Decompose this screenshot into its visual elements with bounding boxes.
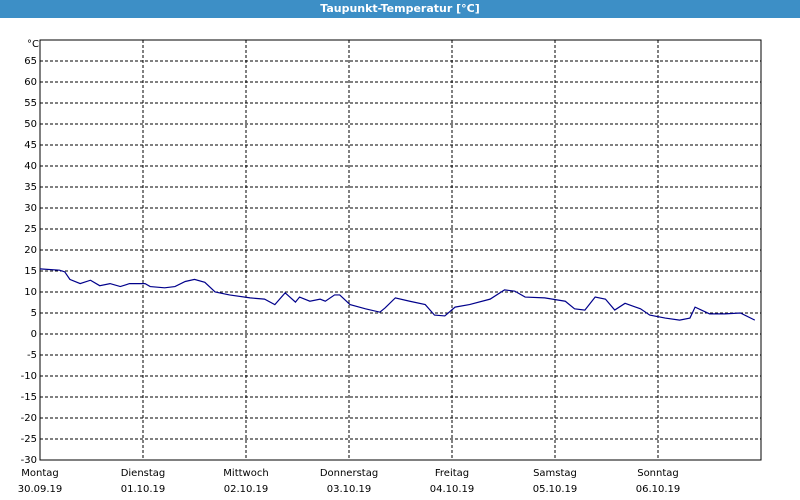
y-tick-label: -5 xyxy=(27,350,37,361)
x-tick-label: 30.09.19 xyxy=(18,484,63,495)
y-tick-label: 10 xyxy=(24,287,37,298)
x-tick-label: Freitag xyxy=(435,468,469,479)
y-tick-label: 5 xyxy=(31,308,37,319)
x-tick-label: 01.10.19 xyxy=(121,484,166,495)
y-tick-label: 45 xyxy=(24,140,37,151)
x-tick-label: Dienstag xyxy=(121,468,166,479)
x-tick-label: Donnerstag xyxy=(320,468,378,479)
y-tick-label: -30 xyxy=(21,455,37,466)
y-unit: °C xyxy=(27,39,39,50)
x-tick-label: 03.10.19 xyxy=(327,484,372,495)
y-tick-label: -10 xyxy=(21,371,37,382)
y-tick-label: 25 xyxy=(24,224,37,235)
y-tick-label: 0 xyxy=(31,329,37,340)
y-tick-label: -20 xyxy=(21,413,37,424)
y-tick-label: -15 xyxy=(21,392,37,403)
y-tick-label: 65 xyxy=(24,56,37,67)
x-tick-label: Samstag xyxy=(533,468,577,479)
y-tick-label: 30 xyxy=(24,203,37,214)
background xyxy=(0,18,800,500)
chart-title: Taupunkt-Temperatur [°C] xyxy=(0,0,800,18)
y-tick-label: 35 xyxy=(24,182,37,193)
x-tick-label: Sonntag xyxy=(637,468,679,479)
x-tick-label: Montag xyxy=(21,468,58,479)
x-tick-label: 06.10.19 xyxy=(636,484,681,495)
x-tick-label: 04.10.19 xyxy=(430,484,475,495)
y-tick-label: 55 xyxy=(24,98,37,109)
y-tick-label: 20 xyxy=(24,245,37,256)
plot-frame xyxy=(39,39,762,461)
x-tick-label: 02.10.19 xyxy=(224,484,269,495)
y-tick-label: 60 xyxy=(24,77,37,88)
x-tick-label: Mittwoch xyxy=(223,468,268,479)
x-tick-label: 05.10.19 xyxy=(533,484,578,495)
data-line xyxy=(39,268,756,321)
y-tick-label: 50 xyxy=(24,119,37,130)
y-tick-label: 40 xyxy=(24,161,37,172)
y-tick-label: 15 xyxy=(24,266,37,277)
y-tick-label: -25 xyxy=(21,434,37,445)
